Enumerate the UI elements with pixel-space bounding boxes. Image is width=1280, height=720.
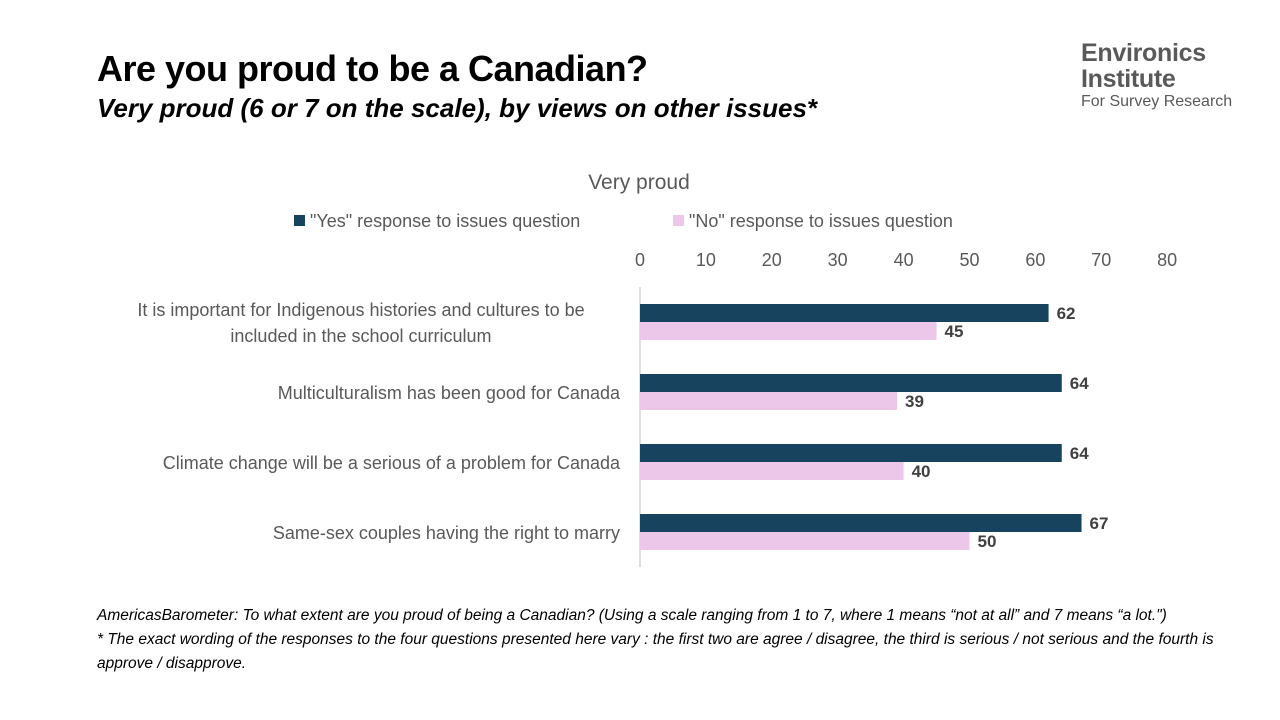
x-tick-label: 10 xyxy=(696,250,716,270)
data-label: 39 xyxy=(905,392,924,411)
bar-chart: Very proud "Yes" response to issues quest… xyxy=(137,171,1177,567)
bar-yes xyxy=(640,514,1082,532)
legend-label-yes: "Yes" response to issues question xyxy=(310,211,580,231)
logo-line-2: Institute xyxy=(1081,65,1176,93)
data-label: 64 xyxy=(1070,374,1089,393)
x-tick-label: 60 xyxy=(1025,250,1045,270)
data-label: 62 xyxy=(1057,304,1076,323)
footnote: AmericasBarometer: To what extent are yo… xyxy=(97,604,1227,676)
bar-no xyxy=(640,322,937,340)
bar-no xyxy=(640,462,904,480)
legend-swatch-no xyxy=(673,215,684,226)
footnote-wording-note: * The exact wording of the responses to … xyxy=(97,631,1214,672)
x-tick-label: 30 xyxy=(828,250,848,270)
bar-no xyxy=(640,532,970,550)
slide-subtitle: Very proud (6 or 7 on the scale), by vie… xyxy=(97,93,818,123)
bar-yes xyxy=(640,374,1062,392)
legend-swatch-yes xyxy=(294,215,305,226)
data-label: 50 xyxy=(978,532,997,551)
logo-line-3: For Survey Research xyxy=(1081,93,1233,110)
category-label: Climate change will be a serious of a pr… xyxy=(163,453,621,473)
category-label: It is important for Indigenous histories… xyxy=(137,300,584,320)
x-tick-label: 0 xyxy=(635,250,645,270)
chart-title: Very proud xyxy=(588,171,690,194)
x-tick-label: 20 xyxy=(762,250,782,270)
slide-title: Are you proud to be a Canadian? xyxy=(97,48,648,89)
bar-yes xyxy=(640,444,1062,462)
logo-line-1: Environics xyxy=(1081,39,1206,67)
data-label: 40 xyxy=(912,462,931,481)
legend-label-no: "No" response to issues question xyxy=(689,211,953,231)
category-label: included in the school curriculum xyxy=(230,326,491,346)
x-tick-label: 50 xyxy=(959,250,979,270)
bar-no xyxy=(640,392,898,410)
category-label: Multiculturalism has been good for Canad… xyxy=(278,383,621,403)
x-tick-label: 70 xyxy=(1091,250,1111,270)
x-tick-label: 40 xyxy=(894,250,914,270)
category-label: Same-sex couples having the right to mar… xyxy=(273,523,620,543)
environics-logo: Environics Institute For Survey Research xyxy=(1081,40,1251,111)
data-label: 45 xyxy=(945,322,964,341)
x-tick-label: 80 xyxy=(1157,250,1177,270)
data-label: 64 xyxy=(1070,444,1089,463)
bar-yes xyxy=(640,304,1049,322)
data-label: 67 xyxy=(1090,514,1109,533)
footnote-question: AmericasBarometer: To what extent are yo… xyxy=(97,607,1167,624)
